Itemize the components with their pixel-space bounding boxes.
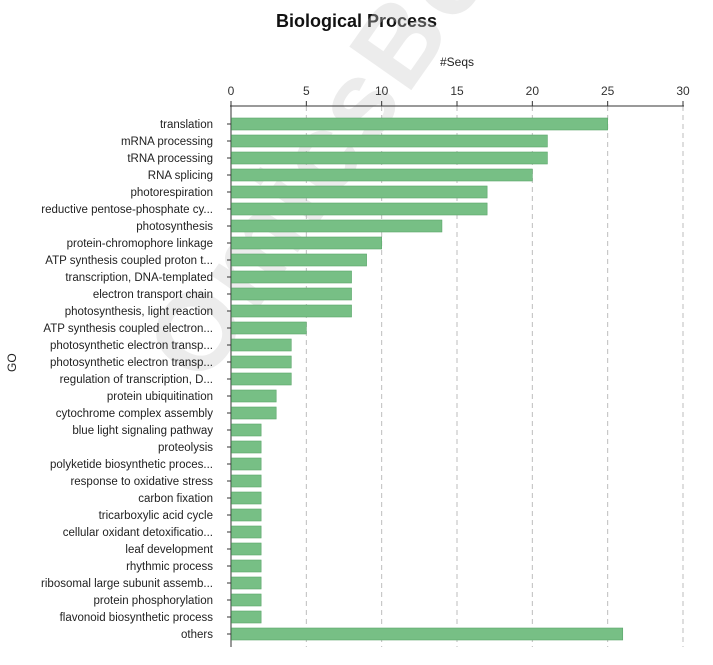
bar (231, 440, 262, 454)
category-label: reductive pentose-phosphate cy... (41, 204, 213, 216)
category-label: photosynthesis (136, 221, 213, 233)
category-label: leaf development (125, 544, 213, 556)
x-tick-label: 20 (526, 84, 540, 98)
category-label: flavonoid biosynthetic process (60, 612, 214, 624)
bar (231, 372, 292, 386)
bar (231, 151, 548, 165)
x-axis-label: #Seqs (439, 55, 475, 69)
category-label: polyketide biosynthetic proces... (50, 459, 213, 471)
chart-title: Biological Process (275, 11, 438, 31)
x-tick-label: 30 (676, 84, 690, 98)
bar (231, 185, 488, 199)
category-label: regulation of transcription, D... (60, 374, 213, 386)
bar (231, 593, 262, 607)
bar (231, 525, 262, 539)
category-label: ATP synthesis coupled electron... (43, 323, 213, 335)
category-label: electron transport chain (93, 289, 213, 301)
bar (231, 287, 352, 301)
category-label: proteolysis (158, 442, 213, 454)
bar (231, 202, 488, 216)
category-label: blue light signaling pathway (72, 425, 213, 437)
bar (231, 134, 548, 148)
category-label: mRNA processing (121, 136, 213, 148)
category-label: tRNA processing (127, 153, 213, 165)
category-label: rhythmic process (126, 561, 213, 573)
category-label: photosynthetic electron transp... (50, 340, 213, 352)
bar (231, 219, 443, 233)
bar (231, 389, 277, 403)
bar (231, 576, 262, 590)
category-label: protein ubiquitination (107, 391, 213, 403)
category-label: ATP synthesis coupled proton t... (45, 255, 213, 267)
x-tick-label: 5 (303, 84, 310, 98)
bar (231, 610, 262, 624)
bar (231, 423, 262, 437)
bar (231, 304, 352, 318)
bar (231, 321, 307, 335)
bar (231, 627, 624, 641)
category-label: photosynthetic electron transp... (50, 357, 213, 369)
category-label: translation (160, 119, 213, 131)
bar (231, 355, 292, 369)
x-tick-label: 0 (228, 84, 235, 98)
x-tick-label: 15 (450, 84, 464, 98)
bar (231, 338, 292, 352)
category-label: others (181, 629, 213, 641)
bar (231, 253, 367, 267)
bar (231, 457, 262, 471)
category-label: photorespiration (131, 187, 213, 199)
x-tick-label: 10 (375, 84, 389, 98)
category-label: ribosomal large subunit assemb... (41, 578, 213, 590)
bar (231, 270, 352, 284)
category-label: response to oxidative stress (70, 476, 213, 488)
category-label: carbon fixation (138, 493, 213, 505)
bar (231, 406, 277, 420)
bar (231, 168, 533, 182)
category-label: protein phosphorylation (93, 595, 213, 607)
category-label: transcription, DNA-templated (65, 272, 213, 284)
bar (231, 474, 262, 488)
category-label: cellular oxidant detoxificatio... (63, 527, 213, 539)
bar (231, 508, 262, 522)
category-label: photosynthesis, light reaction (65, 306, 213, 318)
bar (231, 236, 382, 250)
category-label: tricarboxylic acid cycle (99, 510, 213, 522)
bar (231, 117, 608, 131)
bar (231, 542, 262, 556)
bar (231, 559, 262, 573)
bar (231, 491, 262, 505)
category-label: cytochrome complex assembly (56, 408, 213, 420)
category-label: RNA splicing (148, 170, 213, 182)
category-label: protein-chromophore linkage (67, 238, 213, 250)
x-tick-label: 25 (601, 84, 615, 98)
